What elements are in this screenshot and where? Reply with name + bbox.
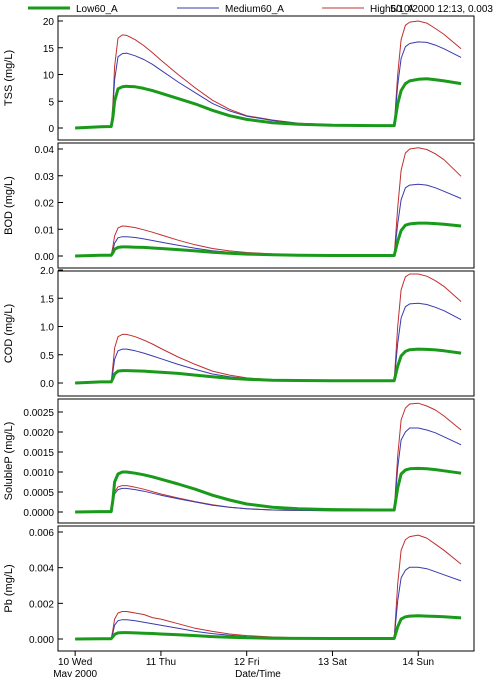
y-tick-label: 0.002 [29,599,54,610]
legend: Low60_A Medium60_A High60_A [28,4,414,15]
x-sub-label: May 2000 [53,669,97,677]
y-tick-label: 1.0 [40,323,54,334]
series-line-high60_a [75,20,462,129]
series-line-high60_a [75,147,462,257]
legend-label: Medium60_A [225,4,284,15]
y-axis-label: Pb (mg/L) [3,564,15,612]
series-line-medium60_a [75,427,462,513]
x-tick-label: 10 Wed [58,657,92,668]
y-tick-label: 5 [48,97,54,108]
y-tick-label: 0.0025 [23,408,54,419]
y-tick-label: 20 [43,17,55,28]
series-line-low60_a [75,347,462,385]
legend-label: Low60_A [76,4,118,15]
y-axis-label: COD (mg/L) [3,304,15,363]
x-tick-label: 13 Sat [318,657,347,668]
x-axis-label: Date/Time [235,669,281,677]
series-line-low60_a [75,221,462,258]
y-tick-label: 0.0010 [23,468,54,479]
y-tick-label: 0.000 [29,635,54,646]
y-tick-label: 0 [48,124,54,135]
chart-panel: 0 5 10 15 20 TSS (mg/L) [3,15,475,141]
series-line-low60_a [75,77,462,130]
y-tick-label: 10 [43,71,55,82]
chart-panel: 0.00 0.01 0.02 0.03 0.04 BOD (mg/L) [3,142,475,269]
series-line-low60_a [75,466,462,514]
x-tick-label: 12 Fri [234,657,260,668]
series-line-high60_a [75,273,462,384]
y-tick-label: 0.004 [29,564,54,575]
x-tick-label: 14 Sun [402,657,434,668]
legend-item: Medium60_A [177,4,284,15]
y-tick-label: 0.01 [35,225,55,236]
chart-panel: 0.0 0.5 1.0 1.5 2.0 COD (mg/L) [3,266,475,397]
chart-panels: 0 5 10 15 20 TSS (mg/L) 0.00 0.01 0.02 0.03 0.04 BO… [3,15,475,680]
y-axis-label: SolubleP (mg/L) [3,422,15,501]
y-tick-label: 15 [43,44,55,55]
legend-item: Low60_A [28,4,118,15]
y-tick-label: 2.0 [40,266,54,277]
y-axis-label: BOD (mg/L) [3,176,15,235]
chart-panel: 0.000 0.002 0.004 0.006 Pb (mg/L) 10 Wed 11 Th… [3,525,475,680]
chart-panel: 0.0000 0.0005 0.0010 0.0015 0.0020 0.0025 Solu… [3,398,475,524]
series-line-high60_a [75,534,462,640]
series-line-low60_a [75,614,462,641]
cursor-readout: 5/10/2000 12:13, 0.003 [390,4,493,15]
y-tick-label: 0.0020 [23,428,54,439]
y-axis-label: TSS (mg/L) [3,50,15,106]
plot-frame [57,398,475,524]
y-tick-label: 0.0015 [23,448,54,459]
x-tick-label: 11 Thu [146,657,176,668]
y-tick-label: 0.04 [35,145,55,156]
y-tick-label: 0.02 [35,199,55,210]
series-line-medium60_a [75,566,462,640]
y-tick-label: 0.0000 [23,508,54,519]
legend-item: High60_A [322,4,414,15]
y-tick-label: 1.5 [40,294,54,305]
y-tick-label: 0.0005 [23,488,54,499]
y-tick-label: 0.03 [35,172,55,183]
plot-frame [57,142,475,269]
y-tick-label: 0.00 [35,252,55,263]
y-tick-label: 0.5 [40,351,54,362]
y-tick-label: 0.0 [40,379,54,390]
y-tick-label: 0.006 [29,528,54,539]
plot-frame [57,270,475,397]
series-line-medium60_a [75,41,462,129]
plot-frame [57,525,475,652]
legend-label: High60_A [370,4,414,15]
